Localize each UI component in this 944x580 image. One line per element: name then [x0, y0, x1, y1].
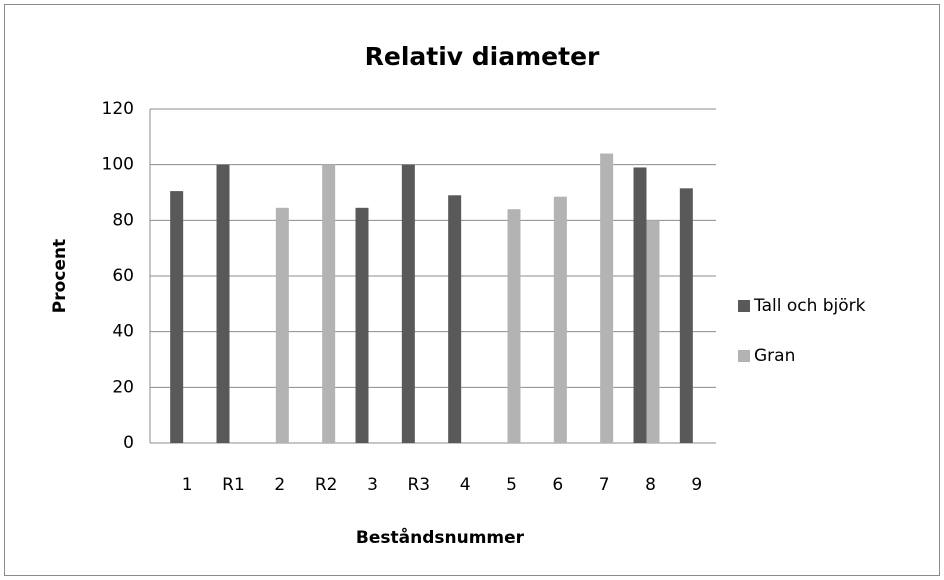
x-tick-label: 4 — [460, 475, 471, 495]
x-tick-label: 1 — [182, 475, 193, 495]
legend-swatch — [738, 350, 750, 362]
y-tick-label: 100 — [102, 155, 134, 175]
y-axis-label: Procent — [50, 239, 70, 313]
bar — [170, 191, 184, 443]
bar — [679, 188, 693, 443]
bar — [507, 209, 521, 443]
x-tick-label: 5 — [506, 475, 517, 495]
y-tick-label: 80 — [112, 210, 134, 230]
legend-label: Gran — [754, 346, 795, 366]
bar — [448, 195, 462, 443]
x-tick-label: 2 — [274, 475, 285, 495]
chart-border — [4, 4, 940, 576]
y-tick-label: 20 — [112, 377, 134, 397]
legend-label: Tall och björk — [753, 296, 866, 316]
bar — [355, 207, 369, 443]
y-tick-label: 40 — [112, 322, 134, 342]
x-tick-label: R1 — [222, 475, 245, 495]
x-tick-label: R3 — [408, 475, 431, 495]
bar — [600, 153, 614, 444]
bar — [401, 164, 415, 443]
x-tick-label: 3 — [367, 475, 378, 495]
y-tick-label: 60 — [112, 266, 134, 286]
bar — [646, 220, 660, 443]
x-tick-label: 8 — [645, 475, 656, 495]
x-tick-label: 6 — [552, 475, 563, 495]
bar — [322, 164, 336, 443]
chart-title: Relativ diameter — [365, 42, 600, 71]
y-tick-label: 0 — [123, 433, 134, 453]
bar — [275, 207, 289, 443]
x-tick-label: 7 — [599, 475, 610, 495]
x-axis-label: Beståndsnummer — [356, 526, 525, 548]
x-tick-label: R2 — [315, 475, 338, 495]
legend-swatch — [738, 300, 750, 312]
y-tick-label: 120 — [102, 99, 134, 119]
x-tick-label: 9 — [691, 475, 702, 495]
bar — [553, 196, 567, 443]
bar — [216, 164, 230, 443]
bar — [633, 167, 647, 443]
